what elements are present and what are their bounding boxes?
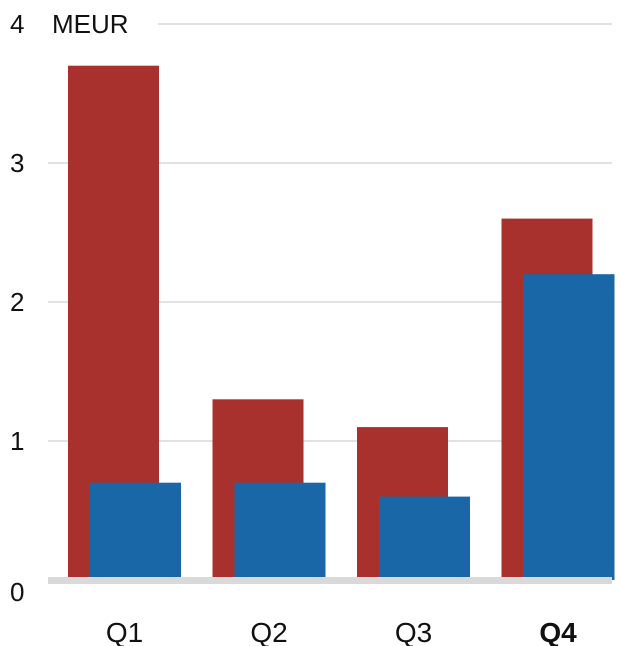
bar-q2-series-2 — [234, 482, 326, 580]
bar-q4-series-2 — [523, 274, 615, 580]
bars — [68, 65, 615, 580]
x-tick-label-q2: Q2 — [250, 617, 287, 646]
y-tick-label-0: 0 — [10, 577, 24, 607]
bar-q3-series-2 — [379, 496, 470, 580]
x-tick-label-q3: Q3 — [395, 617, 432, 646]
bar-q1-series-2 — [90, 482, 181, 580]
x-tick-label-q1: Q1 — [106, 617, 143, 646]
y-tick-label-2: 2 — [10, 287, 24, 317]
axes: 0 1 2 3 4 MEUR Q1 Q2 Q3 Q4 — [10, 9, 612, 646]
unit-label: MEUR — [52, 9, 129, 39]
y-tick-label-1: 1 — [10, 426, 24, 456]
y-tick-label-4: 4 — [10, 9, 24, 39]
x-tick-label-q4: Q4 — [539, 617, 577, 646]
x-axis-baseline — [48, 577, 612, 584]
y-tick-label-3: 3 — [10, 148, 24, 178]
